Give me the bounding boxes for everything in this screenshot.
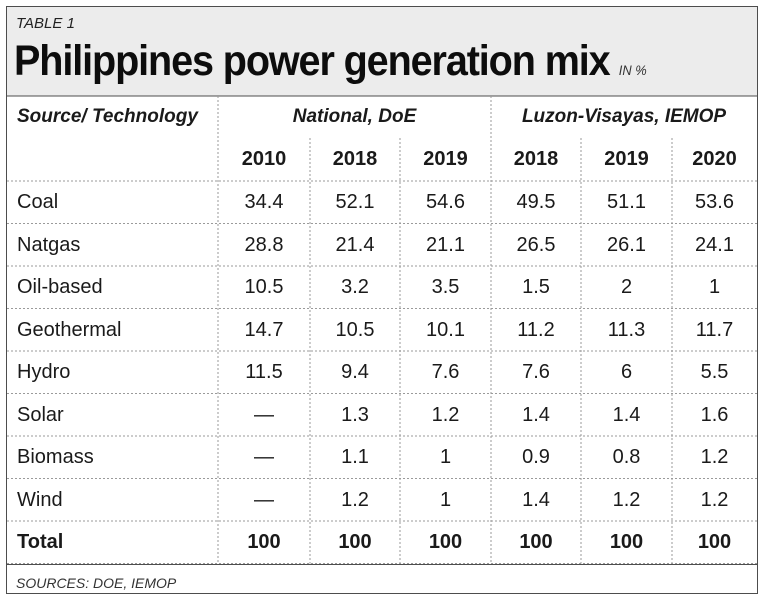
table-cell: 11.3 (607, 318, 646, 341)
unit-label: IN % (618, 62, 647, 78)
table-cell: 10.1 (426, 318, 465, 341)
row-label: Biomass (17, 446, 94, 468)
table-cell: 0.9 (522, 446, 550, 468)
table-grid (7, 95, 757, 565)
title-text: Philippines power generation mix (14, 37, 611, 85)
table-cell: 1.1 (341, 446, 369, 468)
table-cell: 28.8 (244, 233, 284, 256)
table-cell: 5.5 (700, 361, 729, 383)
total-value: 100 (609, 531, 644, 553)
row-label: Geothermal (17, 318, 122, 341)
table-cell: 1.2 (341, 488, 369, 511)
sources-note: SOURCES: DOE, IEMOP (16, 575, 177, 591)
table-cell: 14.7 (244, 318, 284, 341)
total-value: 100 (519, 531, 553, 553)
table-cell: 1.4 (522, 403, 550, 426)
total-value: 100 (338, 531, 372, 553)
row-label: Hydro (17, 361, 71, 383)
table-cell: 11.2 (517, 318, 555, 341)
table-cell: 53.6 (695, 191, 734, 213)
table-frame: TABLE 1 Philippines power generation mix… (6, 6, 758, 594)
table-cell: 1.4 (612, 403, 641, 426)
table-cell: 21.4 (335, 233, 375, 256)
table-cell: — (254, 403, 274, 426)
row-label: Oil-based (17, 276, 103, 298)
table-cell: 1.2 (700, 488, 729, 511)
table-cell: 7.6 (522, 361, 550, 383)
table-cell: 1.4 (522, 488, 550, 511)
column-group-national: National, DoE (292, 106, 417, 127)
row-label: Solar (17, 403, 64, 426)
table-cell: 1.3 (341, 403, 369, 426)
table-cell: 24.1 (695, 233, 734, 256)
table-title: Philippines power generation mix IN % (14, 37, 647, 86)
total-value: 100 (697, 531, 732, 553)
table-cell: 49.5 (516, 191, 556, 213)
table-cell: 11.5 (245, 361, 283, 383)
table-cell: 6 (620, 361, 633, 383)
table-cell: 1.6 (700, 403, 729, 426)
table-cell: 11.7 (695, 318, 734, 341)
table-cell: 52.1 (335, 191, 375, 213)
row-label: Coal (17, 191, 59, 213)
table-cell: 0.8 (612, 446, 641, 468)
table-cell: 3.2 (341, 276, 369, 298)
table-cell: 26.1 (607, 233, 646, 256)
table-cell: — (254, 446, 274, 468)
table-cell: 34.4 (244, 191, 284, 213)
table-cell: 9.4 (341, 361, 369, 383)
row-header-label: Source/ Technology (17, 106, 198, 127)
table-cell: 3.5 (431, 276, 460, 298)
table-cell: 1 (439, 488, 452, 511)
table-cell: — (254, 488, 274, 511)
table-cell: 1 (439, 446, 452, 468)
table-label: TABLE 1 (16, 15, 75, 32)
table-cell: 21.1 (426, 233, 465, 256)
total-value: 100 (428, 531, 463, 553)
year-header: 2010 (241, 148, 287, 170)
column-group-luzon-visayas: Luzon-Visayas, IEMOP (521, 106, 727, 127)
year-header: 2020 (692, 148, 737, 170)
row-label: Wind (17, 488, 63, 511)
table-cell: 1.5 (522, 276, 550, 298)
table-cell: 51.1 (607, 191, 646, 213)
table-cell: 54.6 (426, 191, 465, 213)
table-cell: 10.5 (335, 318, 375, 341)
table-cell: 26.5 (516, 233, 556, 256)
table-cell: 2 (620, 276, 633, 298)
table-header-band: TABLE 1 Philippines power generation mix… (7, 7, 757, 96)
year-header: 2018 (332, 148, 378, 170)
table-cell: 1.2 (700, 446, 729, 468)
table-cell: 1.2 (612, 488, 641, 511)
table-cell: 1 (708, 276, 721, 298)
year-header: 2019 (604, 148, 649, 170)
table-cell: 1.2 (431, 403, 460, 426)
total-value: 100 (247, 531, 281, 553)
table-cell: 10.5 (244, 276, 284, 298)
total-row-label: Total (17, 531, 64, 553)
year-header: 2018 (513, 148, 559, 170)
row-label: Natgas (17, 233, 81, 256)
year-header: 2019 (423, 148, 468, 170)
table-cell: 7.6 (431, 361, 460, 383)
